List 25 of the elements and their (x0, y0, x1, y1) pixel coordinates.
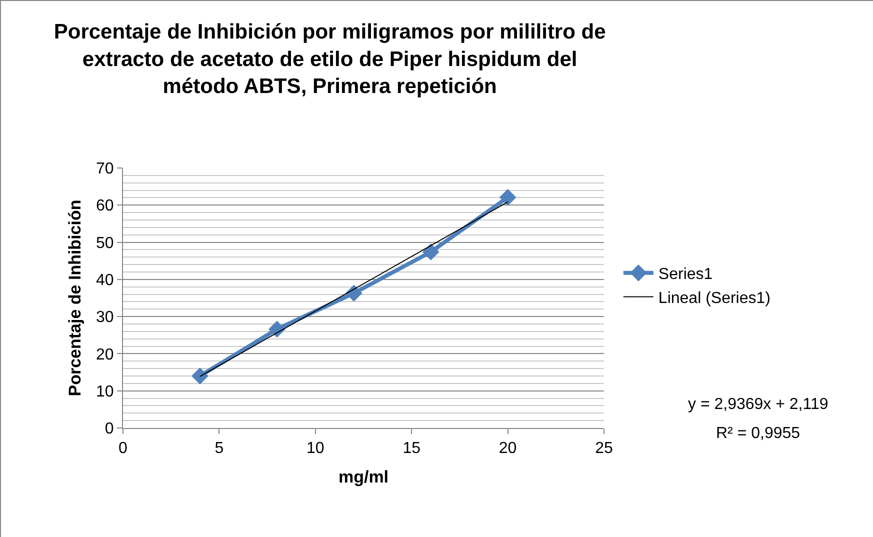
y-tick-label: 20 (96, 346, 114, 364)
y-tick-label: 40 (96, 272, 114, 290)
y-axis-title: Porcentaje de Inhibición (66, 200, 85, 396)
legend-label: Series1 (658, 266, 713, 284)
y-tick-label: 50 (96, 234, 114, 252)
point (499, 188, 516, 206)
y-tick-label: 0 (104, 420, 114, 438)
x-tick-label: 5 (214, 440, 224, 458)
legend-label: Lineal (Series1) (658, 290, 770, 307)
y-tick-label: 10 (96, 383, 114, 400)
x-tick-label: 0 (118, 440, 128, 458)
point (422, 243, 440, 260)
x-tick-label: 25 (595, 440, 613, 458)
x-tick-label: 15 (402, 440, 421, 458)
y-tick-label: 70 (96, 160, 114, 178)
text: y = 2,9369x + 2,119 (688, 396, 828, 413)
y-tick-label: 30 (96, 309, 114, 326)
y-tick-label: 60 (96, 198, 114, 215)
point (268, 320, 286, 338)
x-axis-title: mg/ml (338, 468, 389, 487)
text: R² = 0,9955 (716, 425, 800, 442)
x-tick-label: 10 (306, 440, 324, 458)
x-tick-label: 20 (498, 440, 517, 458)
chart-title: Porcentaje de Inhibición por miligramos por mililitro de extracto de acetato de etilo de Piper hispidum del método ABTS, Primera repetición (54, 20, 606, 98)
point (192, 368, 208, 384)
